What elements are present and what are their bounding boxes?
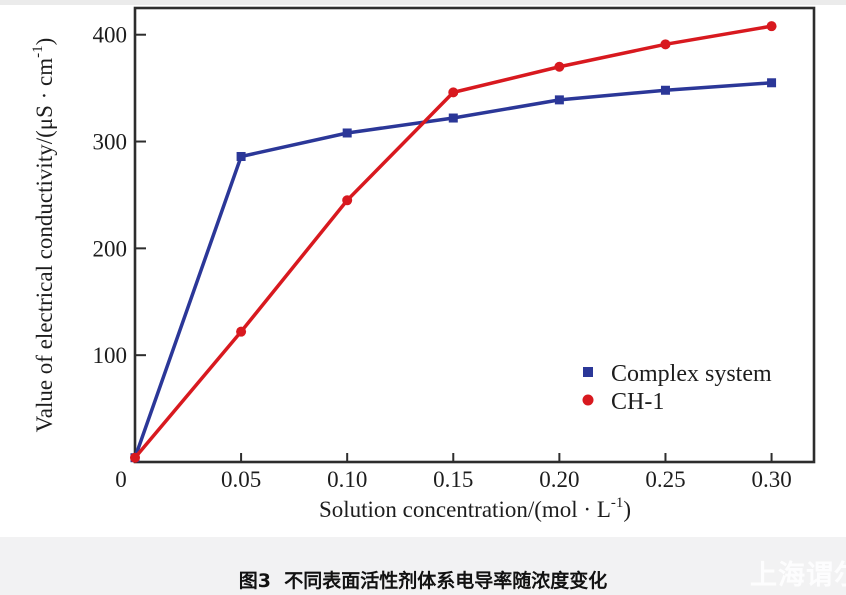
y-tick-label: 400	[93, 23, 128, 48]
chart-plot-layer: 0 0.05 0.10 0.15 0.20 0.25 0.30 100 200 300 400	[93, 6, 816, 492]
legend-marker-ch1-icon	[582, 394, 594, 406]
circle-marker-ch-1	[766, 21, 777, 32]
y-tick-label: 200	[93, 236, 128, 261]
x-tick-label: 0.10	[327, 467, 367, 492]
x-tick-label: 0.30	[751, 467, 791, 492]
x-tick-label: 0.25	[645, 467, 685, 492]
square-marker-complex-system	[660, 85, 670, 95]
x-axis-label: Solution concentration/(mol · L-1)	[319, 495, 631, 522]
x-tick-label: 0.05	[221, 467, 261, 492]
circle-marker-ch-1	[448, 87, 459, 98]
square-marker-complex-system	[554, 95, 564, 105]
top-border-strip	[0, 0, 846, 5]
watermark: 上海谓尔	[750, 560, 846, 591]
square-marker-complex-system	[342, 128, 352, 138]
figure-caption: 图3 不同表面活性剂体系电导率随浓度变化	[238, 570, 608, 592]
conductivity-line-chart: 0 0.05 0.10 0.15 0.20 0.25 0.30 100 200 300 400 So…	[30, 6, 816, 522]
circle-marker-ch-1	[236, 326, 247, 337]
circle-marker-ch-1	[660, 39, 671, 50]
square-marker-complex-system	[448, 113, 458, 123]
circle-marker-ch-1	[130, 452, 140, 463]
caption-bar: 图3 不同表面活性剂体系电导率随浓度变化 上海谓尔	[0, 537, 846, 595]
circle-marker-ch-1	[342, 195, 353, 206]
y-tick-label: 100	[93, 343, 128, 368]
x-tick-label: 0.15	[433, 467, 473, 492]
legend-label-ch1: CH-1	[611, 389, 664, 415]
plot-frame	[133, 6, 816, 464]
y-tick-label: 300	[93, 130, 128, 155]
square-marker-complex-system	[236, 151, 246, 161]
square-marker-complex-system	[767, 78, 777, 88]
circle-marker-ch-1	[554, 61, 565, 72]
legend-label-complex-system: Complex system	[611, 361, 772, 387]
legend: Complex system CH-1	[582, 361, 772, 415]
legend-marker-complex-system-icon	[583, 367, 593, 377]
x-tick-label: 0	[115, 467, 127, 492]
series-line-complex-system	[133, 81, 772, 459]
y-axis-label: Value of electrical conductivity/(μS · c…	[30, 38, 57, 433]
x-tick-label: 0.20	[539, 467, 579, 492]
